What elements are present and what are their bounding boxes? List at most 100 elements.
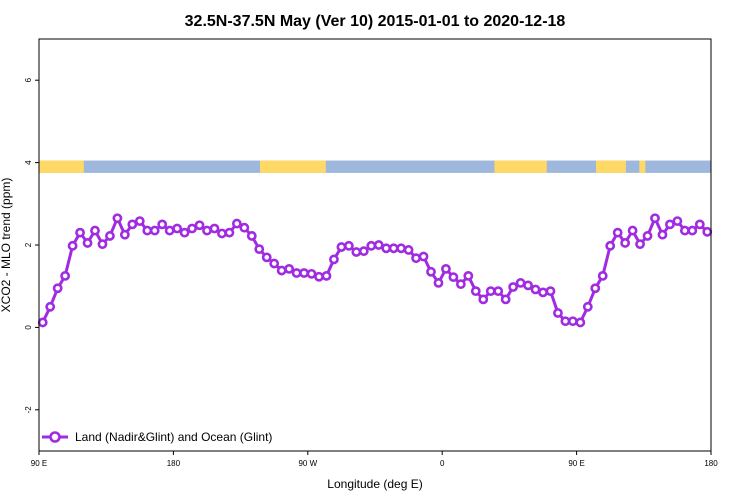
data-point-17 <box>164 225 175 236</box>
y-tick-label-2: 2 <box>24 242 33 247</box>
data-point-50 <box>411 253 421 264</box>
data-point-85 <box>672 216 683 227</box>
land-segment-1 <box>260 160 326 173</box>
data-point-86 <box>679 225 690 236</box>
land-ocean-band <box>39 160 711 173</box>
y-tick-label-0: -2 <box>24 406 33 414</box>
data-point-34 <box>291 268 302 278</box>
series-layer <box>37 213 713 328</box>
data-point-18 <box>172 223 183 234</box>
data-point-47 <box>388 243 399 254</box>
legend: Land (Nadir&Glint) and Ocean (Glint) <box>42 430 272 444</box>
data-point-49 <box>403 245 414 255</box>
land-segment-2 <box>494 160 547 173</box>
data-point-66 <box>530 284 541 295</box>
data-point-9 <box>105 231 115 241</box>
data-point-82 <box>650 213 660 224</box>
data-point-71 <box>567 316 578 327</box>
data-point-23 <box>209 223 220 234</box>
data-point-83 <box>657 229 668 240</box>
data-point-46 <box>381 243 392 254</box>
data-point-4 <box>67 240 78 251</box>
legend-label: Land (Nadir&Glint) and Ocean (Glint) <box>75 430 272 444</box>
data-point-57 <box>463 270 474 281</box>
data-point-19 <box>179 227 190 238</box>
data-point-25 <box>224 227 235 238</box>
data-point-21 <box>194 220 205 231</box>
data-point-80 <box>635 239 645 250</box>
data-point-37 <box>314 271 324 282</box>
data-point-61 <box>493 286 504 297</box>
x-tick-label-4: 90 E <box>568 459 584 468</box>
data-point-40 <box>336 242 347 252</box>
data-point-26 <box>231 218 242 229</box>
data-point-76 <box>605 240 616 251</box>
data-point-51 <box>418 251 429 262</box>
y-tick-label-3: 4 <box>24 160 33 165</box>
y-axis-label: XCO2 - MLO trend (ppm) <box>0 178 13 313</box>
data-point-53 <box>433 278 444 288</box>
data-point-69 <box>553 308 563 318</box>
data-point-1 <box>45 301 56 312</box>
data-point-33 <box>284 263 295 274</box>
data-point-10 <box>112 213 123 224</box>
data-point-75 <box>597 270 608 281</box>
data-point-58 <box>470 286 481 297</box>
data-point-74 <box>590 283 601 294</box>
data-point-41 <box>343 240 354 251</box>
data-point-63 <box>508 282 519 292</box>
data-point-73 <box>582 301 593 312</box>
data-point-67 <box>538 287 548 298</box>
x-tick-label-0: 90 E <box>31 459 47 468</box>
land-segment-4 <box>639 160 646 173</box>
data-point-39 <box>329 254 339 265</box>
data-point-32 <box>276 265 287 276</box>
data-point-3 <box>60 270 71 281</box>
data-point-81 <box>642 231 653 241</box>
axes: 90 E 180 90 W 0 90 E 180 -2 0 2 4 6 <box>24 77 718 468</box>
data-point-52 <box>426 266 436 277</box>
data-point-12 <box>127 219 138 230</box>
data-point-45 <box>373 240 384 250</box>
data-point-13 <box>134 216 145 227</box>
x-tick-label-3: 0 <box>440 459 445 468</box>
plot-frame <box>38 38 712 452</box>
data-point-11 <box>119 229 130 240</box>
data-point-77 <box>612 227 623 238</box>
data-point-68 <box>545 286 556 297</box>
data-point-22 <box>202 225 212 236</box>
data-point-0 <box>37 317 48 328</box>
data-point-55 <box>448 272 459 283</box>
data-point-27 <box>239 222 250 233</box>
data-point-42 <box>351 247 362 257</box>
data-point-88 <box>694 219 705 230</box>
data-point-87 <box>687 225 698 236</box>
data-point-29 <box>254 244 265 255</box>
data-point-43 <box>358 246 369 257</box>
data-point-70 <box>560 316 571 327</box>
data-point-84 <box>665 219 675 230</box>
data-point-78 <box>620 238 631 248</box>
x-axis-label: Longitude (deg E) <box>327 477 422 491</box>
data-point-79 <box>627 225 638 236</box>
data-point-89 <box>702 226 713 237</box>
data-point-7 <box>90 225 100 236</box>
data-point-59 <box>478 294 489 305</box>
data-point-65 <box>523 280 533 291</box>
data-point-28 <box>246 231 257 241</box>
land-segment-0 <box>39 160 84 173</box>
data-point-72 <box>575 317 586 328</box>
data-point-20 <box>187 223 197 234</box>
y-tick-label-1: 0 <box>24 325 33 330</box>
data-point-31 <box>269 258 280 269</box>
data-point-62 <box>500 294 511 305</box>
data-point-15 <box>149 225 160 236</box>
data-point-5 <box>75 227 85 238</box>
data-point-16 <box>157 219 168 230</box>
data-point-30 <box>261 252 272 263</box>
series-line-0 <box>41 216 709 324</box>
data-point-6 <box>82 238 93 248</box>
data-point-24 <box>217 228 227 239</box>
chart-title: 32.5N-37.5N May (Ver 10) 2015-01-01 to 2… <box>185 13 566 30</box>
